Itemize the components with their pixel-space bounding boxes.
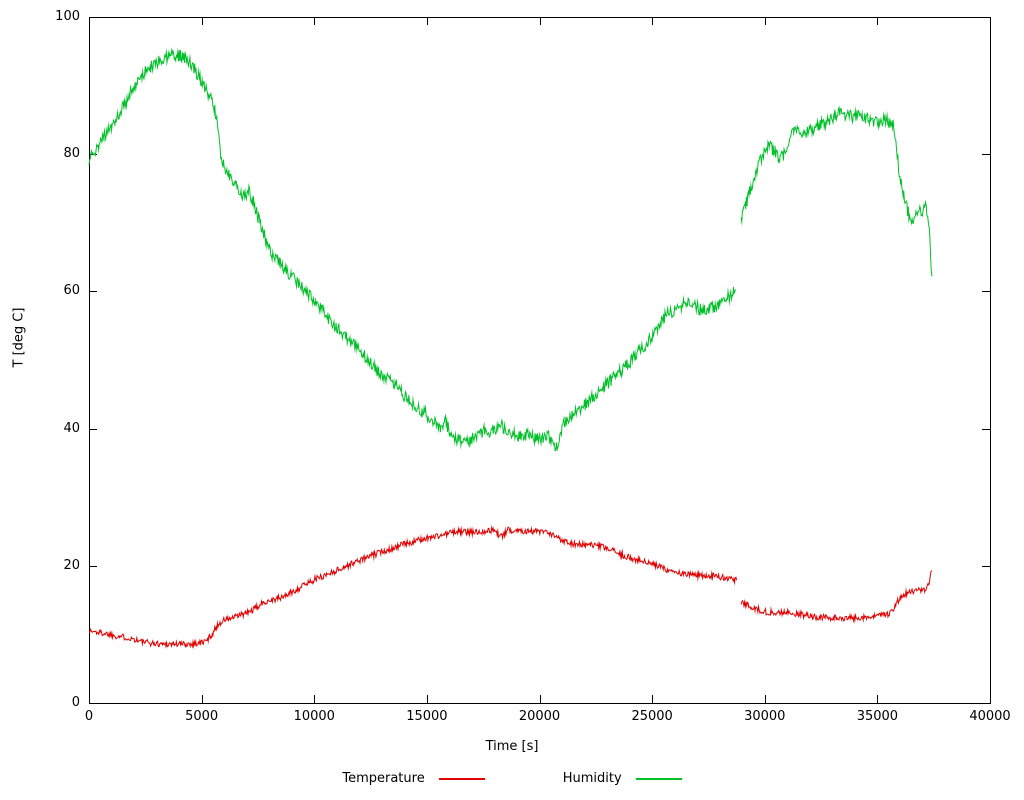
x-tick-label: 35000 xyxy=(856,709,899,724)
y-tick-label: 0 xyxy=(71,695,80,710)
legend-label-humidity: Humidity xyxy=(562,771,622,786)
y-tick-label: 20 xyxy=(63,557,80,573)
legend-line-humidity xyxy=(635,777,682,780)
legend-item-temperature: Temperature xyxy=(342,771,485,786)
x-tick-label: 30000 xyxy=(744,709,786,724)
y-tick-label: 80 xyxy=(63,146,80,162)
legend: Temperature Humidity xyxy=(0,771,1024,786)
x-tick-label: 0 xyxy=(84,709,94,724)
x-tick-label: 10000 xyxy=(293,709,335,724)
x-axis-label: Time [s] xyxy=(485,739,539,754)
legend-label-temperature: Temperature xyxy=(342,771,425,786)
legend-line-temperature xyxy=(438,777,485,780)
y-tick-label: 40 xyxy=(63,420,80,436)
x-tick-label: 40000 xyxy=(969,709,1011,724)
x-tick-label: 25000 xyxy=(631,709,673,724)
y-tick-label: 100 xyxy=(55,9,80,24)
y-tick-label: 60 xyxy=(63,283,80,299)
x-tick-label: 20000 xyxy=(518,709,561,724)
legend-item-humidity: Humidity xyxy=(563,771,682,786)
y-axis-label: T [deg C] xyxy=(11,307,27,368)
x-tick-label: 15000 xyxy=(406,709,448,724)
x-tick-label: 5000 xyxy=(185,709,219,724)
